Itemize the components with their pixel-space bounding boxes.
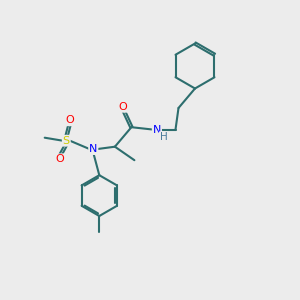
Text: O: O bbox=[118, 102, 127, 112]
Text: O: O bbox=[55, 154, 64, 164]
Text: S: S bbox=[63, 136, 70, 146]
Text: N: N bbox=[89, 144, 98, 154]
Text: O: O bbox=[65, 115, 74, 125]
Text: N: N bbox=[153, 124, 161, 135]
Text: H: H bbox=[160, 132, 167, 142]
